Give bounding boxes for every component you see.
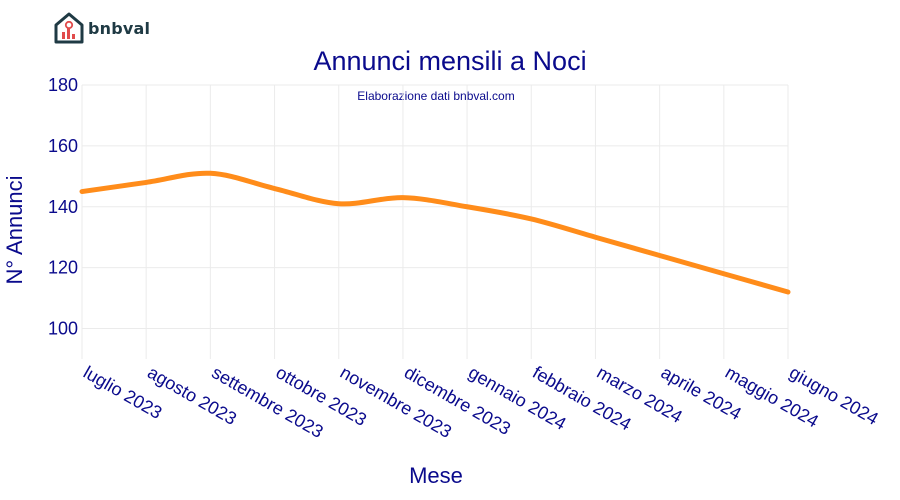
data-point bbox=[337, 202, 341, 206]
y-axis: 100 120 140 160 180 bbox=[48, 75, 78, 339]
series-line bbox=[79, 170, 791, 295]
data-point bbox=[80, 190, 84, 194]
brand-name: bnbval bbox=[88, 18, 151, 38]
data-point bbox=[786, 290, 790, 294]
data-point bbox=[658, 253, 662, 257]
x-tick-label: novembre 2023 bbox=[337, 362, 455, 442]
y-axis-label: N° Annunci bbox=[2, 175, 27, 284]
chart-subtitle: Elaborazione dati bnbval.com bbox=[357, 89, 514, 103]
series-lines bbox=[79, 170, 791, 295]
y-tick-label: 180 bbox=[48, 75, 78, 95]
grid bbox=[81, 84, 789, 359]
y-tick-label: 120 bbox=[48, 258, 78, 278]
y-tick-label: 100 bbox=[48, 319, 78, 339]
house-chart-icon bbox=[54, 12, 84, 44]
data-point bbox=[144, 180, 148, 184]
x-tick-label: dicembre 2023 bbox=[401, 362, 514, 439]
data-point bbox=[593, 235, 597, 239]
data-point bbox=[401, 196, 405, 200]
x-tick-label: settembre 2023 bbox=[208, 362, 326, 442]
y-tick-label: 140 bbox=[48, 197, 78, 217]
data-point bbox=[529, 217, 533, 221]
x-axis-label: Mese bbox=[409, 463, 463, 488]
data-point bbox=[273, 187, 277, 191]
data-point bbox=[722, 272, 726, 276]
chart-title: Annunci mensili a Noci bbox=[313, 46, 586, 76]
brand-logo: bnbval bbox=[54, 12, 150, 44]
y-tick-label: 160 bbox=[48, 136, 78, 156]
data-point bbox=[465, 205, 469, 209]
data-point bbox=[208, 171, 212, 175]
